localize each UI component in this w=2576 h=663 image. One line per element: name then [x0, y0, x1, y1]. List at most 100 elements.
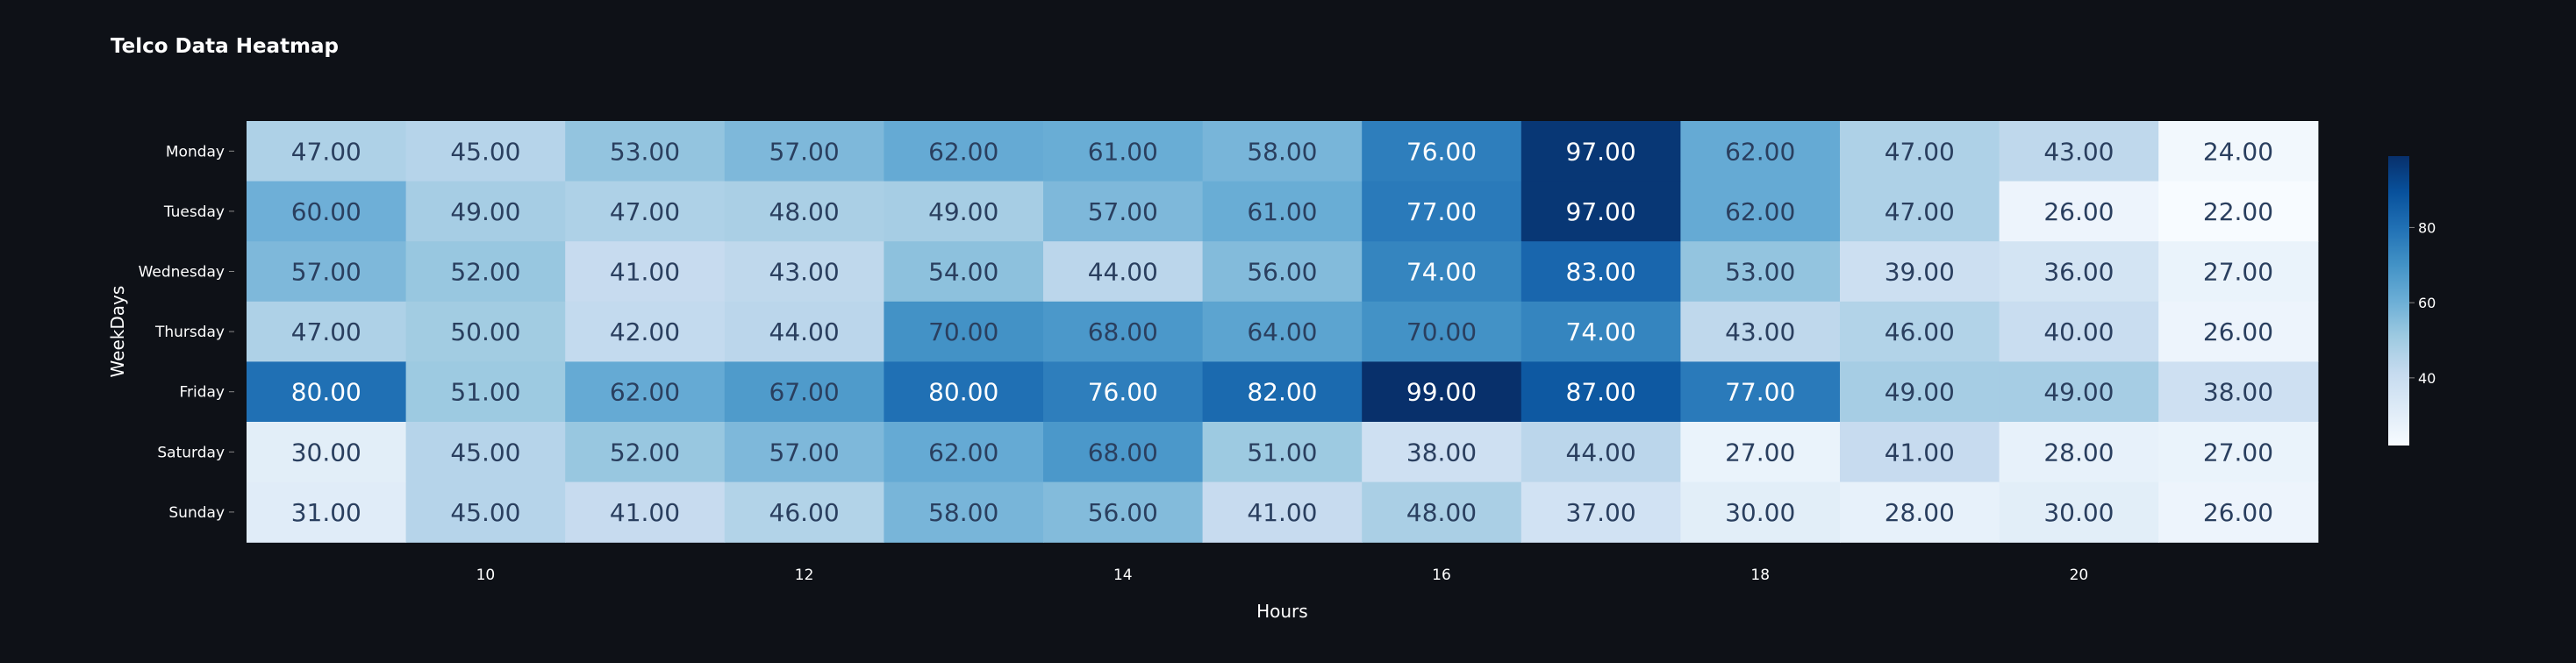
cell-value-label: 87.00: [1566, 378, 1636, 407]
heatmap-cell: [2158, 361, 2319, 423]
y-tick-label: Sunday: [168, 504, 225, 522]
y-tick-label: Monday: [166, 143, 225, 160]
x-tick-label: 12: [795, 567, 814, 584]
cell-value-label: 57.00: [769, 438, 840, 467]
x-tick-label: 18: [1750, 567, 1770, 584]
cell-value-label: 26.00: [2043, 197, 2114, 226]
cell-value-label: 45.00: [450, 498, 520, 527]
heatmap-cell: [724, 121, 884, 182]
cell-value-label: 41.00: [610, 258, 680, 287]
cell-value-label: 83.00: [1566, 258, 1636, 287]
cell-value-label: 64.00: [1247, 317, 1317, 346]
heatmap-cell: [884, 121, 1044, 182]
heatmap-cell: [1202, 121, 1363, 182]
x-tick-label: 14: [1113, 567, 1133, 584]
cell-value-label: 74.00: [1406, 258, 1477, 287]
y-axis-title: WeekDays: [107, 286, 128, 378]
heatmap-cell: [247, 361, 407, 423]
heatmap-cell: [724, 422, 884, 483]
heatmap-cells: 47.00 45.00 53.00 57.00 62.00 61.00 58.00 76.00…: [247, 121, 2319, 543]
cell-value-label: 51.00: [1247, 438, 1317, 467]
cell-value-label: 49.00: [1885, 378, 1955, 407]
heatmap-cell: [2158, 422, 2319, 483]
cell-value-label: 82.00: [1247, 378, 1317, 407]
heatmap-cell: [565, 121, 726, 182]
cell-value-label: 37.00: [1566, 498, 1636, 527]
cell-value-label: 77.00: [1406, 197, 1477, 226]
heatmap-cell: [405, 361, 566, 423]
cell-value-label: 56.00: [1088, 498, 1158, 527]
cell-value-label: 27.00: [2203, 258, 2273, 287]
heatmap-cell: [1999, 481, 2159, 543]
cell-value-label: 54.00: [928, 258, 998, 287]
heatmap-cell: [1362, 301, 1522, 362]
heatmap-cell: [1521, 301, 1681, 362]
cell-value-label: 49.00: [928, 197, 998, 226]
heatmap-cell: [1043, 361, 1204, 423]
cell-value-label: 68.00: [1088, 438, 1158, 467]
cell-value-label: 97.00: [1566, 137, 1636, 166]
heatmap-cell: [1521, 361, 1681, 423]
heatmap-cell: [1680, 481, 1841, 543]
heatmap-cell: [1362, 241, 1522, 303]
heatmap-cell: [1999, 361, 2159, 423]
cell-value-label: 44.00: [1566, 438, 1636, 467]
cell-value-label: 62.00: [1725, 137, 1795, 166]
cell-value-label: 57.00: [291, 258, 361, 287]
cell-value-label: 58.00: [1247, 137, 1317, 166]
heatmap-cell: [2158, 301, 2319, 362]
heatmap-cell: [1043, 481, 1204, 543]
heatmap-cell: [1999, 181, 2159, 242]
cell-value-label: 38.00: [1406, 438, 1477, 467]
x-tick-label: 20: [2070, 567, 2089, 584]
heatmap-cell: [1521, 422, 1681, 483]
heatmap-cell: [405, 181, 566, 242]
cell-value-label: 43.00: [2043, 137, 2114, 166]
heatmap-cell: [1362, 481, 1522, 543]
cell-value-label: 53.00: [1725, 258, 1795, 287]
heatmap-cell: [1362, 361, 1522, 423]
cell-value-label: 49.00: [2043, 378, 2114, 407]
cell-value-label: 46.00: [769, 498, 840, 527]
cell-value-label: 99.00: [1406, 378, 1477, 407]
x-axis-title: Hours: [1256, 601, 1308, 622]
cell-value-label: 67.00: [769, 378, 840, 407]
y-tick-label: Thursday: [154, 324, 225, 341]
heatmap-cell: [2158, 121, 2319, 182]
cell-value-label: 27.00: [2203, 438, 2273, 467]
cell-value-label: 62.00: [1725, 197, 1795, 226]
cell-value-label: 36.00: [2043, 258, 2114, 287]
cell-value-label: 40.00: [2043, 317, 2114, 346]
cell-value-label: 62.00: [610, 378, 680, 407]
cell-value-label: 43.00: [769, 258, 840, 287]
cell-value-label: 49.00: [450, 197, 520, 226]
cell-value-label: 46.00: [1885, 317, 1955, 346]
heatmap-cell: [724, 481, 884, 543]
y-tick-label: Friday: [179, 384, 225, 402]
cell-value-label: 76.00: [1406, 137, 1477, 166]
heatmap-cell: [247, 301, 407, 362]
heatmap-cell: [1043, 241, 1204, 303]
y-tick-label: Wednesday: [139, 264, 225, 282]
heatmap-cell: [1840, 301, 2000, 362]
heatmap-cell: [247, 422, 407, 483]
cell-value-label: 31.00: [291, 498, 361, 527]
heatmap-cell: [1202, 361, 1363, 423]
heatmap-cell: [565, 241, 726, 303]
heatmap-cell: [405, 241, 566, 303]
cell-value-label: 26.00: [2203, 498, 2273, 527]
cell-value-label: 52.00: [450, 258, 520, 287]
cell-value-label: 62.00: [928, 137, 998, 166]
heatmap-cell: [884, 361, 1044, 423]
x-tick-label: 10: [476, 567, 496, 584]
cell-value-label: 74.00: [1566, 317, 1636, 346]
heatmap-cell: [884, 422, 1044, 483]
cell-value-label: 53.00: [610, 137, 680, 166]
heatmap-cell: [565, 301, 726, 362]
heatmap-cell: [1680, 181, 1841, 242]
heatmap-cell: [1680, 301, 1841, 362]
x-tick-label: 16: [1432, 567, 1451, 584]
cell-value-label: 41.00: [610, 498, 680, 527]
colorbar-tick-label: 60: [2418, 295, 2436, 311]
heatmap-cell: [405, 121, 566, 182]
